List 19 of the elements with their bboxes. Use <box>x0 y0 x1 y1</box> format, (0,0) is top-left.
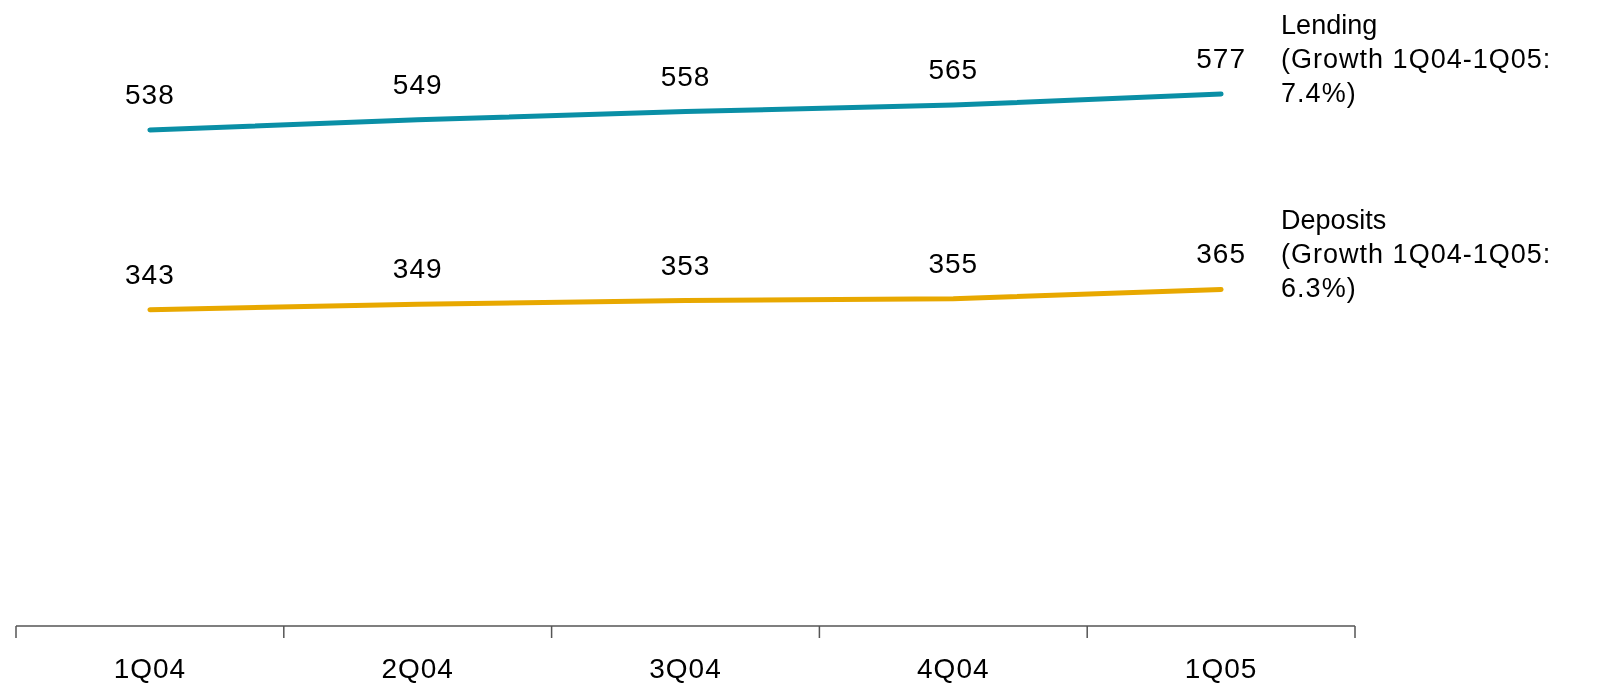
x-tick-label: 4Q04 <box>917 653 990 684</box>
text: Lending <box>1281 10 1378 40</box>
data-label: 343 <box>125 258 175 290</box>
data-label: 549 <box>392 68 443 100</box>
x-tick-label: 1Q05 <box>1184 653 1258 684</box>
data-label: 538 <box>125 78 175 110</box>
annotation: (Growth 1Q04-1Q05: 6.3%) <box>1281 239 1552 304</box>
annotation: (Growth 1Q04-1Q05: 7.4%) <box>1281 44 1552 108</box>
x-tick-label: 1Q04 <box>113 653 187 684</box>
data-label: 355 <box>928 247 979 279</box>
data-label: 565 <box>928 54 979 86</box>
data-label: 558 <box>660 60 711 92</box>
data-label: 365 <box>1196 238 1246 270</box>
x-tick-label: 3Q04 <box>649 653 722 684</box>
x-tick-label: 2Q04 <box>381 653 454 684</box>
text: Deposits <box>1281 205 1387 236</box>
data-label: 349 <box>392 253 443 285</box>
data-label: 577 <box>1196 43 1246 74</box>
data-label: 353 <box>660 249 711 281</box>
